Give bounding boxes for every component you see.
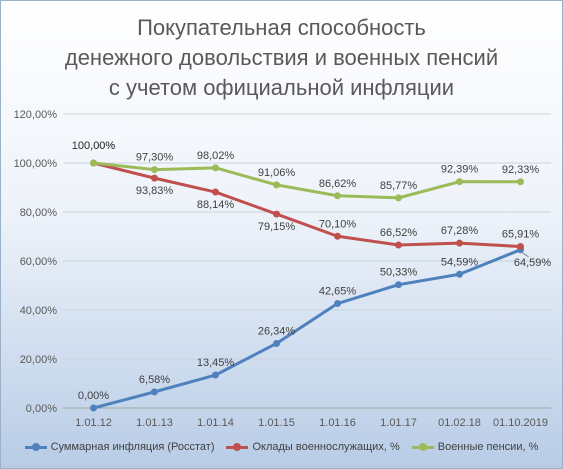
- chart-title-line-2: денежного довольствия и военных пенсий: [64, 45, 499, 70]
- data-label: 0,00%: [78, 390, 109, 402]
- data-point: [273, 181, 280, 189]
- data-point: [456, 239, 463, 247]
- legend-item-salaries: Оклады военнослужащих, %: [226, 441, 400, 453]
- data-point: [395, 194, 402, 202]
- data-point: [151, 174, 158, 182]
- legend-label-inflation: Суммарная инфляция (Росстат): [50, 441, 215, 453]
- legend-swatch-inflation: [24, 442, 47, 451]
- data-label: 70,10%: [319, 218, 357, 230]
- data-label: 92,39%: [441, 164, 479, 176]
- series-line: [92, 248, 522, 410]
- legend: Суммарная инфляция (Росстат) Оклады воен…: [1, 441, 562, 453]
- data-label: 26,34%: [258, 325, 296, 337]
- data-label: 92,33%: [502, 164, 540, 176]
- y-tick-label: 120,00%: [14, 109, 58, 121]
- legend-label-pensions: Военные пенсии, %: [437, 441, 539, 453]
- legend-swatch-salaries: [226, 442, 249, 451]
- data-label: 98,02%: [197, 150, 235, 162]
- data-label: 88,14%: [197, 199, 235, 211]
- data-point: [90, 159, 97, 167]
- data-label: 91,06%: [258, 167, 296, 179]
- x-tick-label: 1.01.17: [380, 417, 417, 429]
- data-label: 85,77%: [380, 180, 418, 192]
- data-point: [517, 178, 524, 186]
- y-tick-label: 60,00%: [20, 256, 58, 268]
- x-tick-label: 1.01.16: [319, 417, 356, 429]
- data-point: [90, 404, 97, 412]
- data-label: 100,00%: [72, 140, 116, 152]
- chart-title-line-3: с учетом официальной инфляции: [108, 75, 455, 100]
- data-point: [212, 164, 219, 172]
- y-tick-label: 80,00%: [20, 207, 58, 219]
- data-point: [212, 188, 219, 196]
- x-tick-label: 01.10.2019: [493, 417, 548, 429]
- data-label: 13,45%: [197, 357, 235, 369]
- data-point: [334, 192, 341, 200]
- data-label: 6,58%: [139, 374, 170, 386]
- y-tick-label: 40,00%: [20, 305, 58, 317]
- data-point: [151, 166, 158, 174]
- data-point: [151, 388, 158, 396]
- data-point: [273, 210, 280, 218]
- data-label: 100,00%: [72, 140, 116, 152]
- data-label: 67,28%: [441, 225, 479, 237]
- data-label: 66,52%: [380, 227, 418, 239]
- y-tick-label: 0,00%: [26, 403, 57, 415]
- x-tick-label: 1.01.13: [136, 417, 173, 429]
- data-label: 86,62%: [319, 178, 357, 190]
- chart-title: Покупательная способность денежного дово…: [1, 13, 562, 103]
- x-tick-label: 01.02.18: [438, 417, 481, 429]
- data-point: [212, 371, 219, 379]
- y-tick-label: 100,00%: [14, 158, 58, 170]
- x-tick-label: 1.01.15: [258, 417, 295, 429]
- data-label: 54,59%: [441, 256, 479, 268]
- data-point: [456, 270, 463, 278]
- x-tick-label: 1.01.12: [75, 417, 112, 429]
- legend-label-salaries: Оклады военнослужащих, %: [252, 441, 400, 453]
- data-point: [273, 339, 280, 347]
- series-line: [92, 161, 522, 249]
- legend-item-pensions: Военные пенсии, %: [411, 441, 539, 453]
- y-tick-label: 20,00%: [20, 354, 58, 366]
- data-point: [334, 300, 341, 308]
- data-label: 42,65%: [319, 286, 357, 298]
- series-line: [92, 161, 522, 200]
- data-label: 93,83%: [136, 185, 174, 197]
- data-label: 65,91%: [502, 229, 540, 241]
- leader-line: [522, 252, 529, 258]
- legend-swatch-pensions: [411, 442, 434, 451]
- data-point: [517, 243, 524, 251]
- data-point: [456, 178, 463, 186]
- data-label: 64,59%: [514, 257, 552, 269]
- data-label: 50,33%: [380, 267, 418, 279]
- chart-title-line-1: Покупательная способность: [137, 15, 426, 40]
- data-point: [395, 241, 402, 249]
- data-label: 79,15%: [258, 221, 296, 233]
- data-point: [395, 281, 402, 289]
- legend-item-inflation: Суммарная инфляция (Росстат): [24, 441, 215, 453]
- data-point: [334, 232, 341, 240]
- x-tick-label: 1.01.14: [197, 417, 234, 429]
- data-label: 97,30%: [136, 152, 174, 164]
